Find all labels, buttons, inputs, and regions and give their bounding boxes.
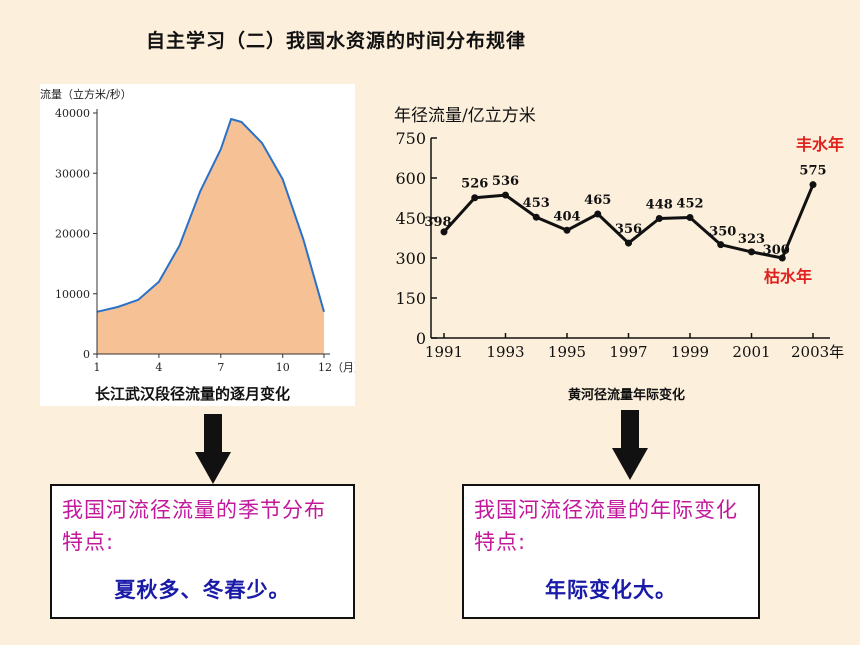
yellow-river-chart-caption: 黄河径流量年际变化 bbox=[568, 388, 686, 403]
yangtze-chart: 流量（立方米/秒） 0 10000 20000 30000 40000 1 4 7 10 12（月） bbox=[40, 87, 365, 374]
yellow-river-data-label: 404 bbox=[553, 209, 580, 224]
seasonal-question: 我国河流径流量的季节分布特点: bbox=[62, 498, 326, 554]
yangtze-y-tick-label: 10000 bbox=[55, 288, 90, 301]
yellow-river-data-point bbox=[778, 254, 786, 262]
annual-question: 我国河流径流量的年际变化特点: bbox=[474, 498, 738, 554]
yellow-river-x-tick-label: 1997 bbox=[609, 343, 647, 361]
yellow-river-data-label: 452 bbox=[676, 196, 703, 211]
yangtze-flow-line bbox=[96, 118, 325, 313]
seasonal-answer: 夏秋多、冬春少。 bbox=[114, 577, 291, 602]
yellow-river-chart: 年径流量/亿立方米 0 150 300 450 600 750 1991 1993 1995 199… bbox=[394, 106, 844, 361]
yellow-river-y-tick-label: 750 bbox=[395, 129, 426, 148]
seasonal-distribution-box: 我国河流径流量的季节分布特点: 夏秋多、冬春少。 bbox=[50, 484, 355, 619]
yellow-river-data-point bbox=[440, 228, 448, 236]
down-arrow-right-icon bbox=[612, 410, 648, 480]
yellow-river-data-point bbox=[502, 191, 509, 199]
yangtze-chart-caption: 长江武汉段径流量的逐月变化 bbox=[95, 385, 291, 403]
yangtze-chart-panel: 流量（立方米/秒） 0 10000 20000 30000 40000 1 4 7 10 12（月） bbox=[40, 84, 365, 406]
yellow-river-y-tick-label: 450 bbox=[395, 209, 426, 228]
yangtze-y-tick-label: 0 bbox=[83, 348, 90, 361]
yellow-river-data-label: 526 bbox=[461, 177, 488, 192]
yangtze-x-tick-label: 10 bbox=[276, 361, 290, 374]
yangtze-x-tick-label: 7 bbox=[217, 361, 224, 374]
slide-title: 自主学习（二）我国水资源的时间分布规律 bbox=[146, 30, 527, 52]
yellow-river-data-point bbox=[594, 210, 602, 218]
yangtze-x-tick-label: 1 bbox=[94, 361, 101, 374]
yellow-river-x-tick-label: 1991 bbox=[425, 343, 463, 361]
yellow-river-data-point bbox=[625, 239, 632, 247]
yellow-river-data-point bbox=[655, 215, 663, 223]
yellow-river-x-tick-label: 2003年 bbox=[791, 343, 844, 361]
high-flow-year-annotation: 丰水年 bbox=[796, 135, 844, 154]
yellow-river-data-point bbox=[717, 241, 725, 249]
yangtze-x-tick-label: 4 bbox=[155, 361, 162, 374]
yellow-river-data-point bbox=[809, 181, 817, 189]
yellow-river-x-tick-label: 1993 bbox=[486, 343, 524, 361]
yangtze-y-tick-label: 40000 bbox=[55, 107, 90, 120]
down-arrow-left-icon bbox=[195, 414, 231, 484]
yellow-river-y-tick-label: 0 bbox=[416, 329, 426, 348]
yellow-river-data-label: 536 bbox=[492, 174, 519, 189]
yellow-river-data-label: 398 bbox=[424, 215, 451, 230]
yellow-river-data-label: 453 bbox=[523, 196, 550, 211]
yangtze-y-axis-label: 流量（立方米/秒） bbox=[40, 87, 132, 101]
yellow-river-data-label: 465 bbox=[584, 193, 611, 208]
low-flow-year-annotation: 枯水年 bbox=[764, 267, 812, 286]
yellow-river-data-point bbox=[563, 226, 571, 234]
yellow-river-y-tick-label: 300 bbox=[395, 249, 426, 268]
yellow-river-y-axis-label: 年径流量/亿立方米 bbox=[394, 106, 536, 126]
yellow-river-y-tick-label: 150 bbox=[395, 289, 426, 308]
yangtze-y-tick-label: 20000 bbox=[55, 228, 90, 241]
yellow-river-data-label: 350 bbox=[709, 225, 736, 240]
yellow-river-x-tick-label: 1995 bbox=[548, 343, 586, 361]
yellow-river-data-label: 323 bbox=[738, 232, 765, 247]
yellow-river-data-point bbox=[532, 213, 540, 221]
yellow-river-data-point bbox=[686, 213, 694, 221]
yangtze-x-tick-label: 12（月） bbox=[318, 361, 355, 374]
yellow-river-x-tick-label: 2001 bbox=[732, 343, 770, 361]
yellow-river-data-point bbox=[748, 248, 755, 256]
yangtze-y-tick-label: 30000 bbox=[55, 167, 90, 180]
yellow-river-data-label: 575 bbox=[799, 164, 826, 179]
yellow-river-data-label: 300 bbox=[763, 243, 790, 258]
yellow-river-data-label: 356 bbox=[615, 222, 642, 237]
yellow-river-y-tick-label: 600 bbox=[395, 169, 426, 188]
yellow-river-x-tick-label: 1999 bbox=[671, 343, 709, 361]
yellow-river-data-label: 448 bbox=[646, 198, 673, 213]
annual-answer: 年际变化大。 bbox=[545, 577, 677, 602]
annual-variation-box: 我国河流径流量的年际变化特点: 年际变化大。 bbox=[462, 484, 760, 619]
yangtze-flow-area bbox=[97, 119, 324, 354]
yellow-river-data-point bbox=[471, 194, 479, 202]
